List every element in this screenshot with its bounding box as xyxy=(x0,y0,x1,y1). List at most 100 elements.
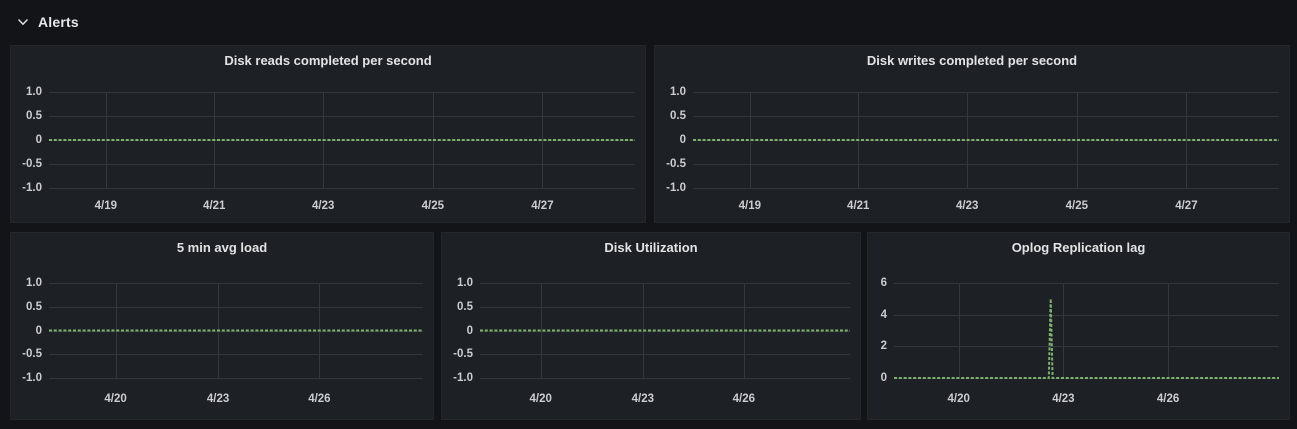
x-axis: 4/20 4/23 4/26 xyxy=(894,393,1279,407)
y-tick-label: 0 xyxy=(35,134,42,146)
y-tick-label: -1.0 xyxy=(22,182,42,194)
x-tick-label: 4/26 xyxy=(308,393,331,405)
series-layer xyxy=(49,329,423,332)
series-layer xyxy=(49,139,635,141)
gridline-h xyxy=(49,283,423,284)
y-tick-label: 0.5 xyxy=(457,300,473,313)
x-axis: 4/19 4/21 4/23 4/25 4/27 xyxy=(693,200,1279,214)
gridline-h xyxy=(49,330,423,332)
x-axis: 4/20 4/23 4/26 xyxy=(49,393,423,407)
x-tick-label: 4/20 xyxy=(947,393,970,405)
gridline-v xyxy=(1186,92,1188,188)
gridline-h xyxy=(693,188,1279,189)
x-tick-label: 4/20 xyxy=(104,393,127,405)
series-layer xyxy=(894,298,1279,379)
gridline-h xyxy=(693,116,1279,117)
gridline-v xyxy=(749,92,751,188)
x-tick-label: 4/23 xyxy=(956,200,979,212)
y-tick-label: 1.0 xyxy=(26,277,42,289)
y-tick-label: -1.0 xyxy=(22,372,42,384)
chart-plot-area[interactable] xyxy=(49,283,423,379)
panel-title[interactable]: 5 min avg load xyxy=(176,240,268,255)
y-axis: 1.0 0.5 0 -0.5 -1.0 xyxy=(11,86,49,194)
x-tick-label: 4/27 xyxy=(1175,200,1198,212)
row-title[interactable]: Alerts xyxy=(38,14,79,30)
gridline-v xyxy=(540,283,542,378)
chart-plot-area[interactable] xyxy=(49,92,635,189)
chart-plot-area[interactable] xyxy=(894,283,1279,379)
x-axis: 4/19 4/21 4/23 4/25 4/27 xyxy=(49,200,635,214)
y-axis: 1.0 0.5 0 -0.5 -1.0 xyxy=(11,277,49,384)
gridline-h xyxy=(480,283,850,284)
y-tick-label: 1.0 xyxy=(457,277,473,289)
panel-title[interactable]: Oplog Replication lag xyxy=(1011,240,1146,255)
y-tick-label: -0.5 xyxy=(22,348,42,361)
y-tick-label: 1.0 xyxy=(670,86,686,98)
x-tick-label: 4/27 xyxy=(531,200,554,212)
gridline-h xyxy=(49,164,635,165)
y-tick-label: 0.5 xyxy=(670,110,686,122)
gridline-h xyxy=(693,164,1279,165)
y-tick-label: -0.5 xyxy=(666,158,686,170)
x-tick-label: 4/23 xyxy=(206,393,230,405)
y-tick-label: 0 xyxy=(679,134,686,146)
gridline-h xyxy=(480,378,850,379)
gridline-v xyxy=(1168,283,1170,378)
panel-oplog-replication-lag: Oplog Replication lag 6 4 2 0 4/20 4/23 4/26 xyxy=(867,232,1290,420)
y-axis: 1.0 0.5 0 -0.5 -1.0 xyxy=(442,277,480,384)
gridline-h xyxy=(480,306,850,308)
y-tick-label: 0.5 xyxy=(26,110,42,122)
x-tick-label: 4/19 xyxy=(738,200,762,212)
y-axis: 1.0 0.5 0 -0.5 -1.0 xyxy=(655,86,693,194)
gridline-v xyxy=(105,92,107,188)
gridline-v xyxy=(958,283,960,378)
y-tick-label: 6 xyxy=(880,277,887,289)
gridline-h xyxy=(894,283,1279,284)
y-tick-label: -0.5 xyxy=(22,158,42,170)
gridline-v xyxy=(542,92,544,188)
panel-disk-utilization: Disk Utilization 1.0 0.5 0 -0.5 -1.0 4/20 4/2… xyxy=(441,232,861,420)
panel-5min-avg-load: 5 min avg load 1.0 0.5 0 -0.5 -1.0 4/20 4/23 4… xyxy=(10,232,434,420)
series-layer xyxy=(693,139,1279,141)
x-tick-label: 4/23 xyxy=(631,393,654,405)
y-axis: 6 4 2 0 xyxy=(868,277,894,384)
y-tick-label: 0.5 xyxy=(26,300,42,313)
gridline-h xyxy=(49,354,423,356)
x-tick-label: 4/26 xyxy=(1156,393,1180,405)
y-tick-label: -0.5 xyxy=(453,348,473,361)
y-tick-label: -1.0 xyxy=(453,372,473,384)
x-axis: 4/20 4/23 4/26 xyxy=(480,393,850,407)
x-tick-label: 4/20 xyxy=(529,393,552,405)
x-tick-label: 4/21 xyxy=(203,200,226,212)
gridline-h xyxy=(49,188,635,189)
panel-title[interactable]: Disk reads completed per second xyxy=(224,53,432,68)
gridline-h xyxy=(693,92,1279,93)
x-tick-label: 4/25 xyxy=(1065,200,1089,212)
y-tick-label: -1.0 xyxy=(666,182,686,194)
x-tick-label: 4/25 xyxy=(421,200,445,212)
gridline-h xyxy=(49,92,635,93)
panel-disk-writes: Disk writes completed per second 1.0 0.5 0… xyxy=(654,45,1290,223)
x-tick-label: 4/23 xyxy=(312,200,335,212)
y-tick-label: 0 xyxy=(466,324,473,337)
panel-title[interactable]: Disk writes completed per second xyxy=(866,53,1078,68)
y-tick-label: 0 xyxy=(880,372,887,384)
series-line xyxy=(894,298,1279,379)
gridline-h xyxy=(49,306,423,308)
gridline-h xyxy=(49,378,423,379)
chart-plot-area[interactable] xyxy=(480,283,850,379)
y-tick-label: 4 xyxy=(880,308,887,321)
gridline-h xyxy=(49,116,635,117)
y-tick-label: 0 xyxy=(35,324,42,337)
y-tick-label: 1.0 xyxy=(26,86,42,98)
gridline-h xyxy=(480,354,850,356)
y-tick-label: 2 xyxy=(880,340,887,353)
x-tick-label: 4/19 xyxy=(94,200,118,212)
series-layer xyxy=(480,329,850,332)
chevron-down-icon[interactable] xyxy=(16,15,30,29)
panel-disk-reads: Disk reads completed per second 1.0 0.5 0 -… xyxy=(10,45,646,223)
panel-title[interactable]: Disk Utilization xyxy=(604,240,698,255)
chart-plot-area[interactable] xyxy=(693,92,1279,189)
x-tick-label: 4/21 xyxy=(847,200,870,212)
dashboard-row-header[interactable]: Alerts xyxy=(16,12,79,32)
